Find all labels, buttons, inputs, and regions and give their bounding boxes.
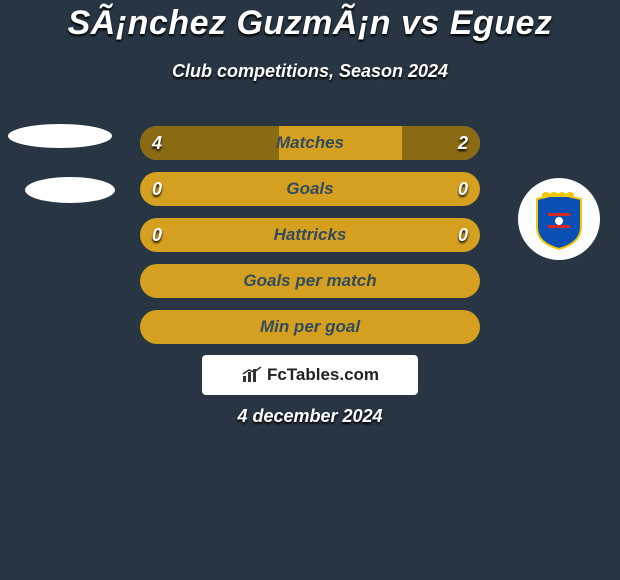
stat-value-right: 0 bbox=[458, 218, 468, 252]
stat-value-left: 0 bbox=[152, 172, 162, 206]
fctables-logo: FcTables.com bbox=[202, 355, 418, 395]
stat-value-left: 0 bbox=[152, 218, 162, 252]
page-subtitle: Club competitions, Season 2024 bbox=[0, 61, 620, 82]
chart-icon bbox=[241, 366, 263, 384]
stat-row: Min per goal bbox=[0, 310, 620, 356]
stat-bar-label: Goals per match bbox=[140, 264, 480, 298]
date-text: 4 december 2024 bbox=[0, 406, 620, 427]
stat-value-right: 0 bbox=[458, 172, 468, 206]
stat-bars: Matches42Goals00Hattricks00Goals per mat… bbox=[0, 126, 620, 356]
stat-bar-label: Matches bbox=[140, 126, 480, 160]
stat-bar-label: Goals bbox=[140, 172, 480, 206]
fctables-text: FcTables.com bbox=[267, 365, 379, 385]
stat-bar-label: Min per goal bbox=[140, 310, 480, 344]
stat-row: Hattricks0 0 bbox=[0, 218, 620, 264]
stat-row: Goals0 0 bbox=[0, 172, 620, 218]
stat-value-right: 2 bbox=[458, 126, 468, 160]
stat-row: Matches4 2 bbox=[0, 126, 620, 172]
page-title: SÃ¡nchez GuzmÃ¡n vs Eguez bbox=[0, 0, 620, 43]
stat-row: Goals per match bbox=[0, 264, 620, 310]
stat-value-left: 4 bbox=[152, 126, 162, 160]
stat-bar-label: Hattricks bbox=[140, 218, 480, 252]
